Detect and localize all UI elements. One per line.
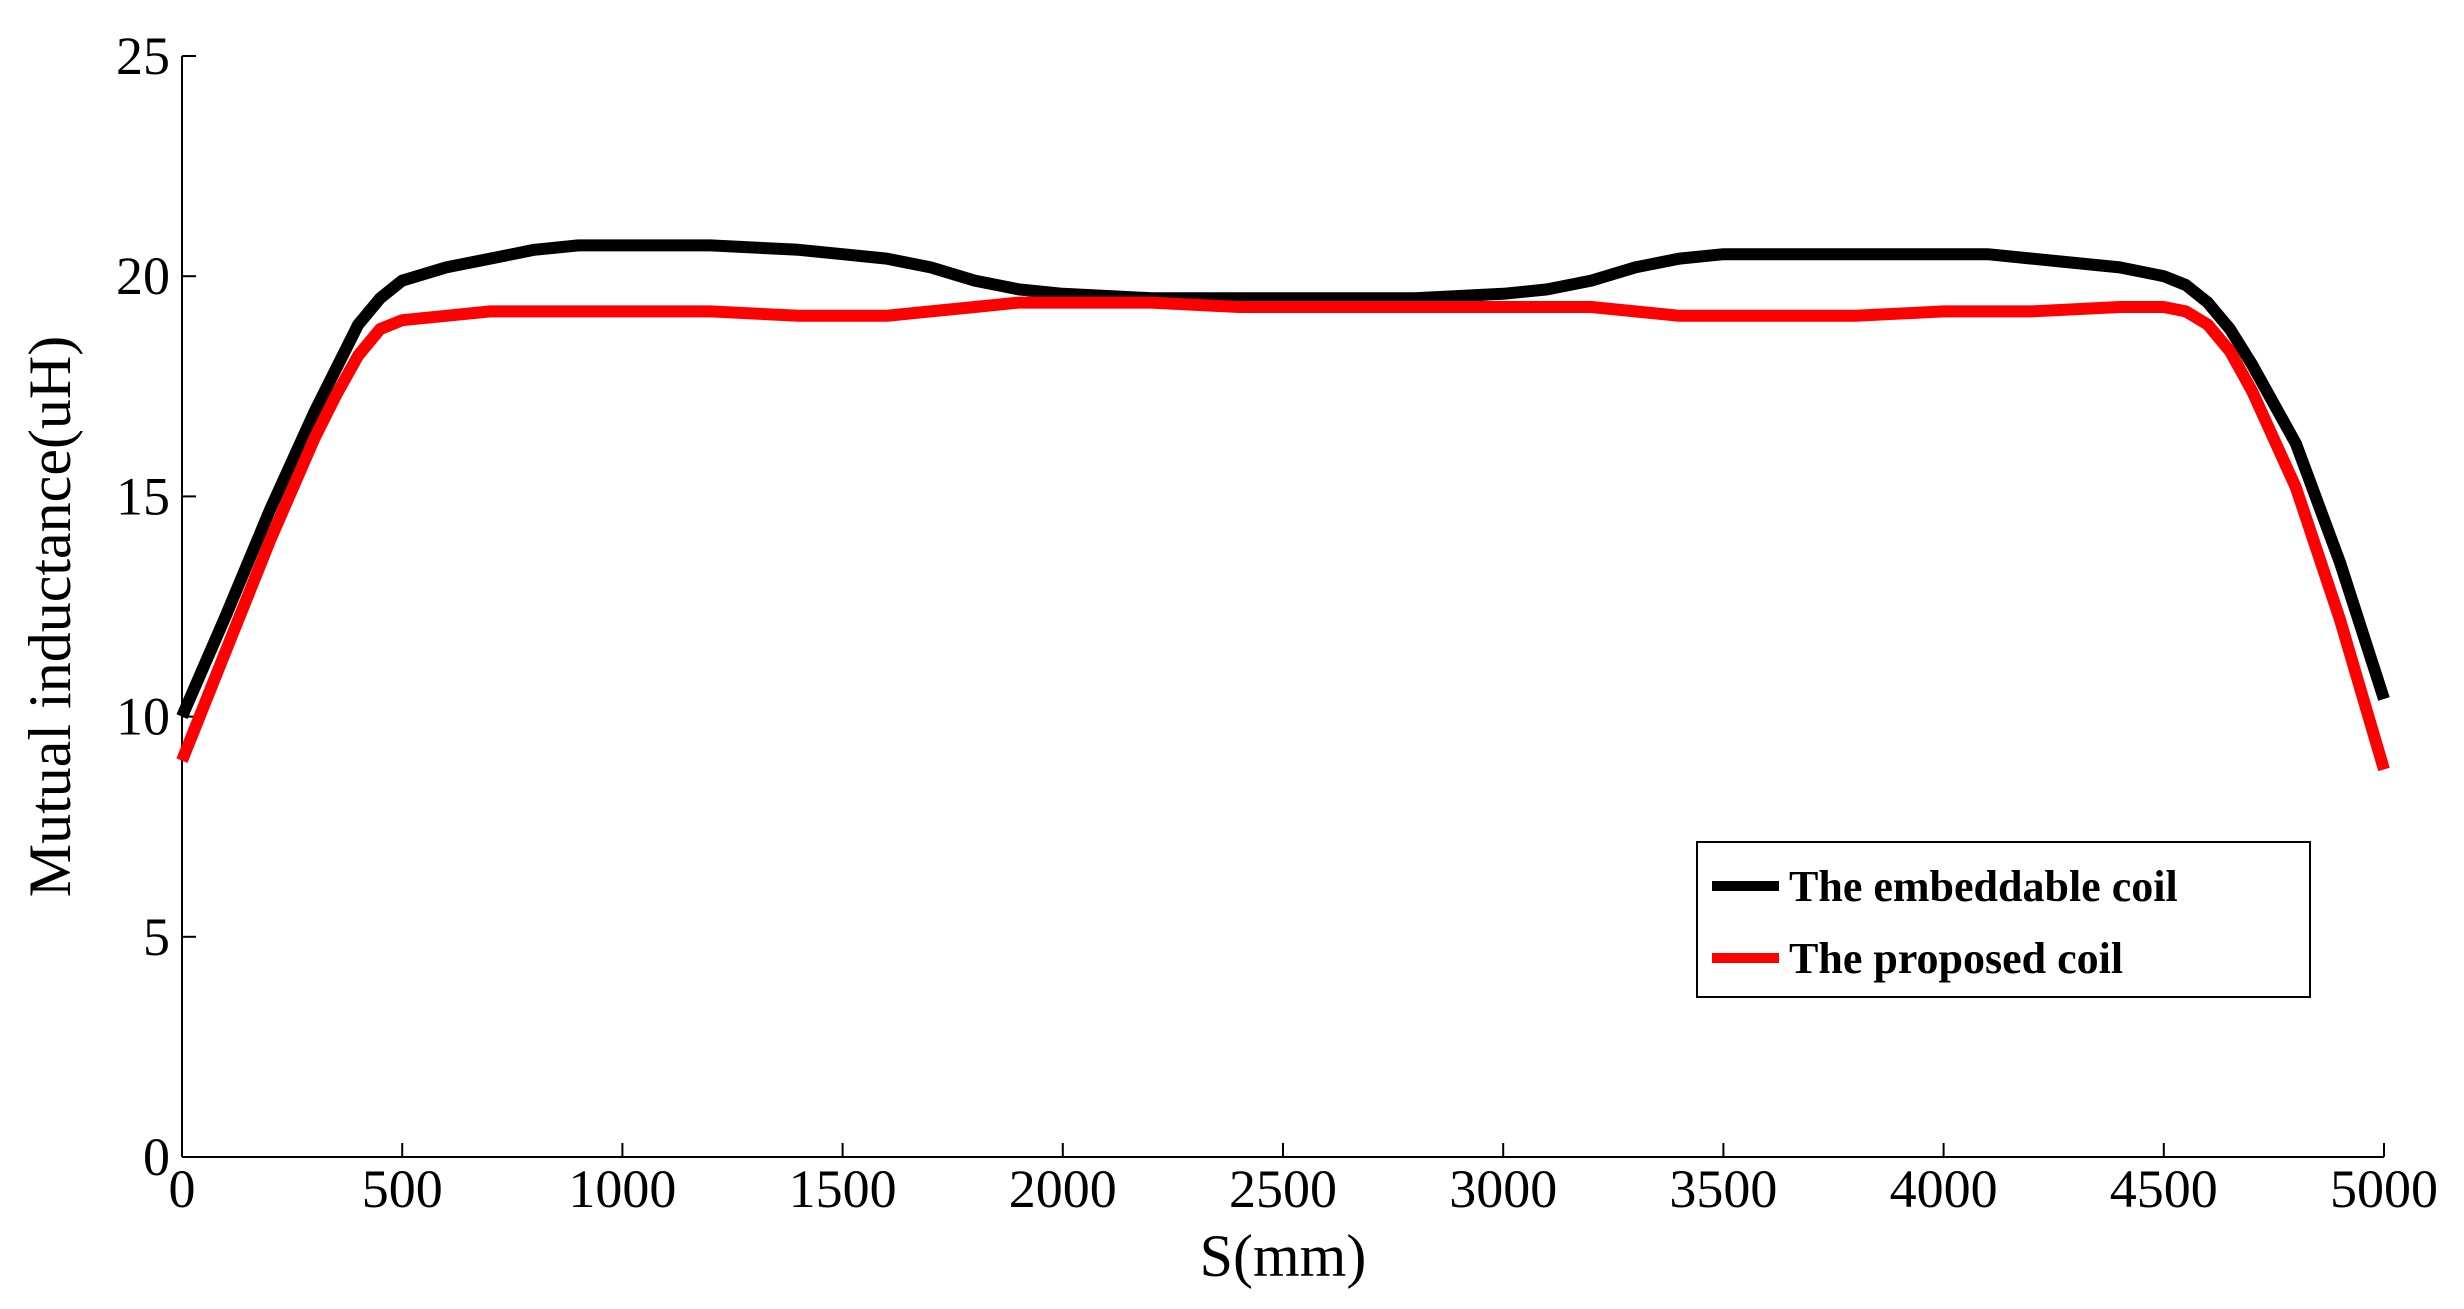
y-tick-label: 0 xyxy=(143,1127,170,1187)
legend: The embeddable coil The proposed coil xyxy=(1696,841,2311,998)
series-lines xyxy=(176,239,2390,772)
x-tick-label: 4000 xyxy=(1890,1159,1998,1219)
x-tick-label: 500 xyxy=(362,1159,443,1219)
x-tick-label: 5000 xyxy=(2330,1159,2438,1219)
y-tick-label: 20 xyxy=(116,246,170,306)
x-tick-label: 3000 xyxy=(1449,1159,1557,1219)
x-tick-label: 2500 xyxy=(1229,1159,1337,1219)
x-tick-label: 0 xyxy=(169,1159,196,1219)
legend-box xyxy=(1696,841,2311,998)
y-axis-title: Mutual inductance(uH) xyxy=(17,336,83,897)
legend-label-proposed-coil: The proposed coil xyxy=(1789,934,2123,983)
series-line-embeddable-coil xyxy=(176,239,2390,719)
legend-label-embeddable-coil: The embeddable coil xyxy=(1789,862,2178,911)
x-axis-title: S(mm) xyxy=(1200,1223,1367,1289)
x-tick-label: 3500 xyxy=(1669,1159,1777,1219)
y-axis-ticks: 0 5 10 15 20 25 xyxy=(116,26,196,1187)
x-axis-ticks: 0 500 1000 1500 2000 2500 3000 3500 4000 4500 5000 xyxy=(169,1143,2438,1219)
y-tick-label: 25 xyxy=(116,26,170,86)
y-tick-label: 5 xyxy=(143,907,170,967)
y-tick-label: 10 xyxy=(116,687,170,747)
series-line-proposed-coil xyxy=(176,296,2390,772)
x-tick-label: 2000 xyxy=(1009,1159,1117,1219)
x-tick-label: 1000 xyxy=(568,1159,676,1219)
x-tick-label: 4500 xyxy=(2110,1159,2218,1219)
y-tick-label: 15 xyxy=(116,466,170,526)
x-tick-label: 1500 xyxy=(789,1159,897,1219)
